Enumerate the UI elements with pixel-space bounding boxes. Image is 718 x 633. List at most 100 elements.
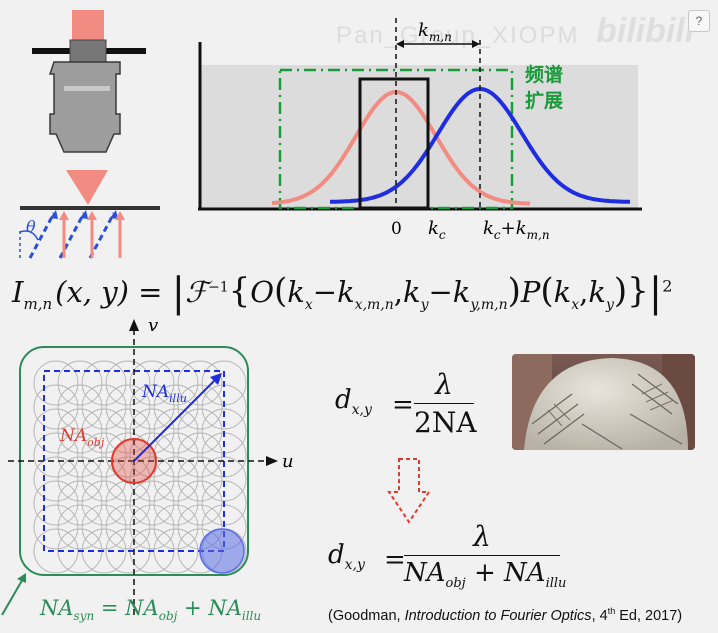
arrow-left-icon — [396, 40, 404, 48]
overlap-circle — [129, 456, 175, 502]
overlap-circle — [177, 360, 223, 406]
overlap-circle — [81, 432, 127, 478]
overlap-circle — [81, 480, 127, 526]
tilted-ray-2 — [58, 212, 86, 259]
overlap-circle — [129, 504, 175, 550]
arrow-right-icon — [266, 456, 278, 466]
legend-line-1: 频谱 — [525, 64, 564, 86]
overlap-circle — [105, 456, 151, 502]
overlap-circle — [81, 504, 127, 550]
equals-sign: = — [392, 390, 414, 420]
overlap-circle — [81, 456, 127, 502]
arrow-head-icon — [87, 211, 97, 220]
resolution-equation-top: dx,y — [335, 385, 372, 419]
tilted-ray-3 — [88, 212, 116, 259]
overlap-circle — [129, 384, 175, 430]
overlap-circle — [33, 360, 79, 406]
overlap-circle — [57, 432, 103, 478]
down-arrow-icon — [387, 458, 431, 524]
overlap-circle — [153, 456, 199, 502]
sample-plate — [20, 206, 160, 210]
overlap-circle — [129, 360, 175, 406]
overlap-circle — [153, 384, 199, 430]
overlap-circle — [129, 408, 175, 454]
spectrum-expansion-label: 频谱 扩展 — [525, 62, 563, 114]
arrow-head-icon — [59, 211, 69, 220]
overlap-circle — [33, 504, 79, 550]
overlap-circle — [33, 432, 79, 478]
overlap-circle — [153, 408, 199, 454]
overlap-circle — [153, 480, 199, 526]
overlap-circle — [33, 480, 79, 526]
overlap-circle — [153, 432, 199, 478]
axis-u-label: u — [282, 451, 294, 472]
overlap-circle — [177, 408, 223, 454]
objective-body — [48, 61, 121, 153]
arrow-right-icon — [472, 40, 480, 48]
overlap-circle — [33, 456, 79, 502]
overlap-circle — [33, 384, 79, 430]
fraction-top: λ 2NA — [414, 368, 477, 439]
angle-arc — [19, 230, 39, 241]
overlap-circle — [57, 504, 103, 550]
overlap-circle — [81, 384, 127, 430]
pupil-window — [358, 77, 430, 210]
overlap-circle — [177, 480, 223, 526]
arrow-head-icon — [210, 373, 222, 385]
overlap-circle — [105, 480, 151, 526]
overlap-circle — [177, 456, 223, 502]
plot-background — [200, 65, 638, 208]
tick-kc: kc — [428, 218, 446, 242]
arrow-head-icon — [50, 210, 58, 219]
help-button[interactable]: ? — [688, 10, 710, 32]
arrow-head-icon — [110, 210, 118, 219]
equals-sign: = — [384, 545, 406, 575]
citation: (Goodman, Introduction to Fourier Optics… — [328, 606, 683, 624]
overlap-circle — [105, 504, 151, 550]
overlap-circle — [105, 384, 151, 430]
overlap-circle — [177, 384, 223, 430]
arrow-head-icon — [17, 573, 26, 583]
theta-label: θ — [26, 217, 36, 236]
arrow-head-icon — [80, 210, 88, 219]
overlap-circle — [57, 384, 103, 430]
overlap-circle — [57, 360, 103, 406]
legend-line-2: 扩展 — [525, 90, 564, 112]
overlap-circle — [81, 360, 127, 406]
overlap-circle — [153, 360, 199, 406]
overlap-circle — [57, 456, 103, 502]
overlap-circle — [57, 480, 103, 526]
overlap-circle — [177, 432, 223, 478]
tick-zero: 0 — [391, 219, 402, 239]
focus-cone — [66, 170, 108, 205]
overlap-circle — [81, 408, 127, 454]
overlap-circle — [105, 408, 151, 454]
arrow-head-icon — [115, 211, 125, 220]
overlap-circle — [129, 480, 175, 526]
overlap-circle — [129, 432, 175, 478]
overlap-circle — [153, 504, 199, 550]
overlap-circle — [105, 360, 151, 406]
tick-kc-plus-kmn: kc+km,n — [483, 218, 550, 242]
microscope-illustration: θ — [19, 10, 160, 259]
overlap-circle — [57, 408, 103, 454]
na-illu-vector — [133, 380, 215, 462]
incoming-beam — [72, 10, 104, 45]
structure-photo — [512, 354, 695, 450]
objective-mount — [69, 39, 107, 63]
na-illu-circle — [199, 528, 245, 574]
spectrum-plot: km,n 0 kc kc+km,n — [198, 18, 642, 242]
axis-v-label: v — [148, 315, 158, 336]
na-illu-label: NAillu — [141, 382, 187, 405]
shift-label: km,n — [418, 20, 452, 44]
syn-pointer — [1, 576, 25, 616]
pink-spectrum-curve — [271, 89, 531, 206]
imaging-equation: Im,n (x, y) = |ℱ−1{O(kx−kx,m,n,ky−ky,m,n)… — [12, 270, 673, 316]
arrow-up-icon — [129, 319, 139, 331]
na-obj-label: NAobj — [59, 426, 105, 449]
k-space-diagram: v u NAobj NAillu — [1, 315, 294, 616]
overlap-circle — [33, 408, 79, 454]
bilibili-logo: bilibili — [596, 12, 695, 50]
tilted-ray-1 — [28, 212, 56, 259]
na-syn-equation: NAsyn = NAobj + NAillu — [40, 596, 262, 624]
